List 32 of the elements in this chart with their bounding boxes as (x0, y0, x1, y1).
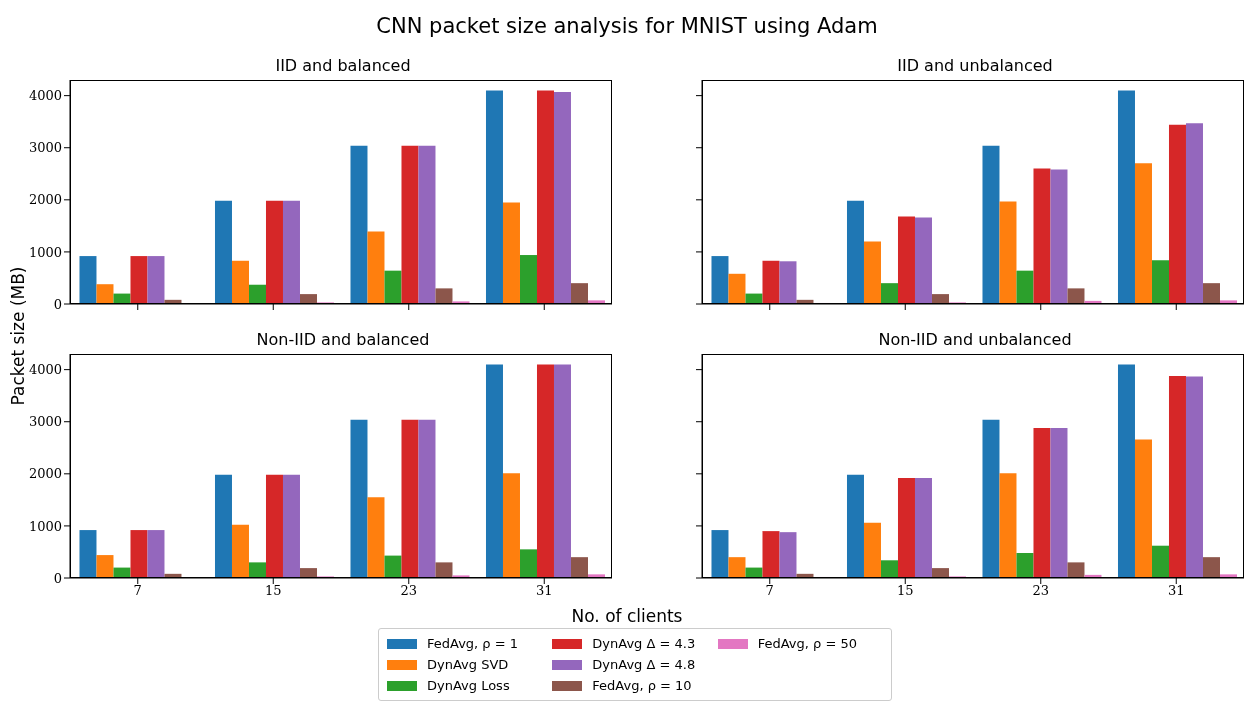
legend-label: FedAvg, ρ = 1 (427, 636, 519, 651)
chart-title: Non-IID and balanced (256, 330, 430, 349)
x-tick-label: 15 (264, 583, 282, 599)
y-tick-label: 0 (53, 296, 62, 312)
chart-title: Non-IID and unbalanced (877, 330, 1073, 351)
legend-label: DynAvg Δ = 4.8 (592, 657, 696, 672)
y-tick-label: 4000 (28, 362, 62, 378)
y-tick-label: 4000 (28, 88, 62, 104)
y-tick-label: 1000 (28, 518, 62, 534)
y-tick-label: 2000 (28, 466, 62, 482)
x-tick-label: 15 (896, 583, 914, 599)
text: CNN packet size analysis for MNIST using Adam (375, 14, 879, 38)
x-tick-label: 23 (1032, 583, 1050, 599)
legend-label: DynAvg Δ = 4.3 (592, 636, 696, 651)
chart-title: IID and balanced (274, 56, 412, 77)
y-tick-label: 3000 (28, 414, 62, 430)
legend-label: DynAvg SVD (427, 657, 509, 672)
y-tick-label: 0 (53, 570, 62, 586)
x-tick-label: 31 (535, 583, 553, 599)
x-tick-label: 7 (765, 583, 774, 599)
x-tick-label: 23 (400, 583, 418, 599)
y-tick-label: 3000 (28, 140, 62, 156)
y-tick-label: 1000 (28, 244, 62, 260)
legend-label: FedAvg, ρ = 10 (592, 678, 692, 693)
legend-label: FedAvg, ρ = 50 (757, 636, 857, 651)
x-tick-label: 7 (133, 583, 142, 599)
x-tick-label: 31 (1167, 583, 1185, 599)
legend-label: DynAvg Loss (427, 678, 510, 693)
y-axis-title: Packet size (MB) (8, 265, 28, 408)
x-axis-title: No. of clients (570, 606, 684, 626)
chart-title: IID and unbalanced (896, 56, 1054, 77)
y-tick-label: 2000 (28, 192, 62, 208)
